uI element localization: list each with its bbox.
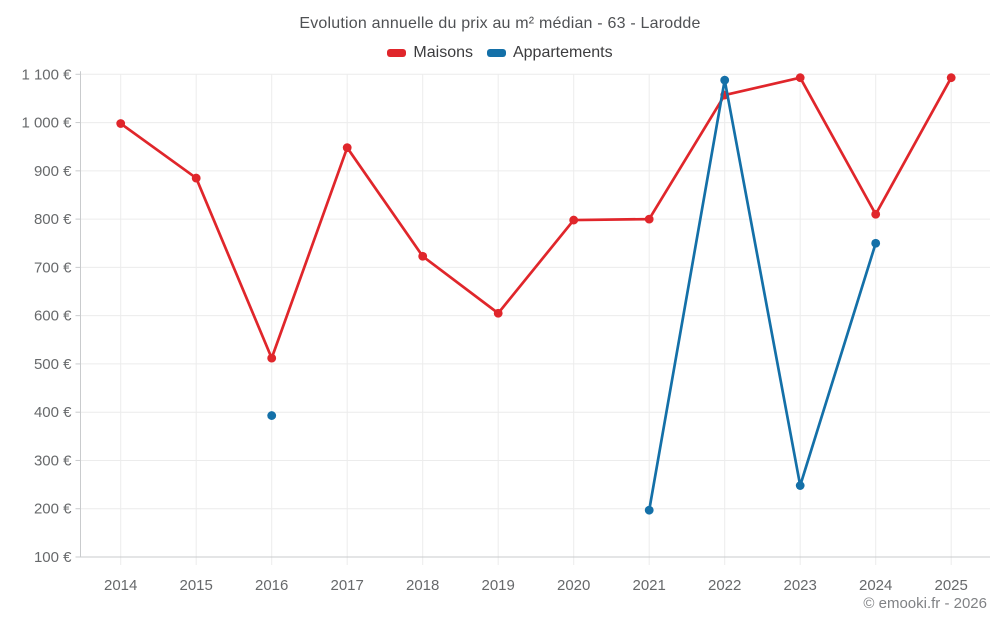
y-tick-label-200: 200 €	[34, 501, 72, 518]
point-maisons-2016[interactable]	[267, 353, 277, 363]
point-maisons-2017[interactable]	[342, 143, 352, 153]
point-maisons-2024[interactable]	[871, 209, 881, 219]
x-tick-label-2022: 2022	[708, 577, 741, 594]
x-tick-label-2014: 2014	[104, 577, 137, 594]
x-tick-label-2025: 2025	[935, 577, 968, 594]
legend-item-maisons[interactable]: Maisons	[387, 44, 473, 62]
x-tick-label-2020: 2020	[557, 577, 590, 594]
line-appartements	[647, 78, 878, 512]
point-maisons-2015[interactable]	[191, 173, 201, 183]
y-tick-label-100: 100 €	[34, 549, 72, 566]
copyright-credit: © emooki.fr - 2026	[863, 595, 987, 612]
x-tick-label-2023: 2023	[784, 577, 817, 594]
point-maisons-2021[interactable]	[644, 214, 654, 224]
y-tick-label-700: 700 €	[34, 259, 72, 276]
point-maisons-2019[interactable]	[493, 308, 503, 318]
y-tick-label-1100: 1 100 €	[21, 66, 72, 83]
y-tick-label-1000: 1 000 €	[21, 115, 72, 132]
legend-label-maisons: Maisons	[413, 44, 473, 61]
point-maisons-2020[interactable]	[569, 215, 579, 225]
point-appartements-2022[interactable]	[720, 75, 730, 85]
legend-swatch-appartements	[486, 49, 506, 57]
x-tick-label-2021: 2021	[633, 577, 666, 594]
x-tick-label-2015: 2015	[180, 577, 213, 594]
y-tick-label-800: 800 €	[34, 211, 72, 228]
y-tick-label-500: 500 €	[34, 356, 72, 373]
point-appartements-2016[interactable]	[267, 411, 277, 420]
y-tick-label-300: 300 €	[34, 452, 72, 469]
x-tick-label-2018: 2018	[406, 577, 439, 594]
point-maisons-2023[interactable]	[795, 73, 805, 83]
y-tick-label-900: 900 €	[34, 163, 72, 180]
x-tick-label-2017: 2017	[331, 577, 364, 594]
chart-legend: Maisons Appartements	[0, 44, 1000, 62]
point-maisons-2018[interactable]	[418, 251, 428, 261]
legend-label-appartements: Appartements	[512, 44, 613, 61]
x-tick-label-2024: 2024	[859, 577, 892, 594]
point-appartements-2023[interactable]	[795, 481, 805, 490]
y-tick-label-600: 600 €	[34, 308, 72, 325]
point-maisons-2014[interactable]	[116, 119, 126, 128]
chart-title: Evolution annuelle du prix au m² médian …	[299, 15, 701, 32]
point-appartements-2021[interactable]	[644, 505, 654, 515]
legend-item-appartements[interactable]: Appartements	[486, 44, 613, 62]
y-tick-label-400: 400 €	[34, 404, 72, 421]
legend-swatch-maisons	[387, 49, 407, 57]
x-tick-label-2016: 2016	[255, 577, 288, 594]
point-maisons-2025[interactable]	[946, 73, 956, 83]
line-maisons	[119, 76, 953, 360]
point-appartements-2024[interactable]	[871, 238, 881, 248]
x-tick-label-2019: 2019	[482, 577, 515, 594]
